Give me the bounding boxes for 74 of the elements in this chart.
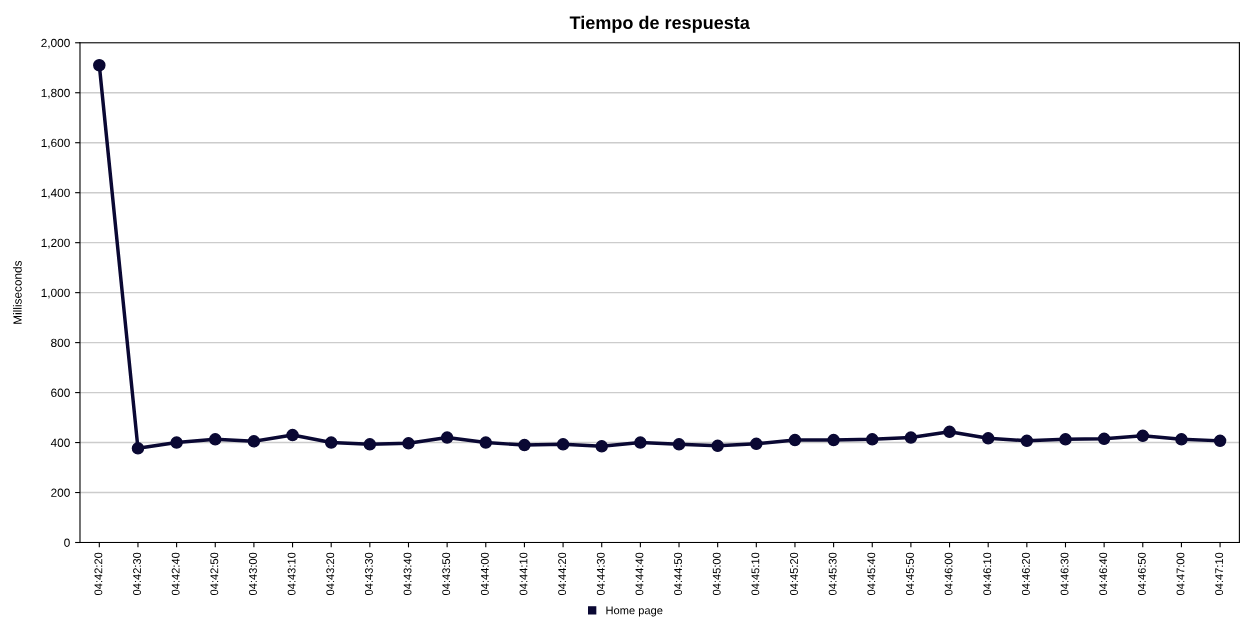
y-tick-label: 0 <box>64 538 70 547</box>
x-tick-label: 04:46:40 <box>1099 552 1108 596</box>
x-tick-label: 04:42:40 <box>171 552 180 596</box>
legend-label: Home page <box>606 606 663 617</box>
point <box>866 433 879 446</box>
x-tick-label: 04:44:10 <box>519 552 528 596</box>
point <box>711 439 724 453</box>
y-tick-label: 1,200 <box>41 238 70 249</box>
x-tick-label: 04:45:30 <box>828 552 837 596</box>
y-axis-title: Milliseconds <box>13 260 22 324</box>
point <box>363 438 377 451</box>
point <box>788 433 802 447</box>
x-tick-label: 04:46:20 <box>1021 552 1030 596</box>
point <box>170 436 183 449</box>
x-tick-label: 04:43:30 <box>364 552 373 596</box>
point <box>672 438 686 451</box>
x-tick-label: 04:43:00 <box>249 552 257 596</box>
x-tick-label: 04:47:10 <box>1215 552 1224 596</box>
x-tick-label: 04:45:00 <box>712 552 721 596</box>
x-tick-label: 04:43:40 <box>403 552 412 596</box>
x-tick-label: 04:44:00 <box>480 552 489 596</box>
x-tick-label: 04:45:20 <box>790 552 798 596</box>
x-tick-label: 04:42:20 <box>94 552 103 596</box>
x-tick-label: 04:44:30 <box>596 552 605 596</box>
y-tick-label: 1,800 <box>41 88 70 99</box>
point <box>247 435 261 448</box>
point <box>634 436 647 449</box>
point <box>324 436 338 449</box>
point <box>595 440 608 453</box>
x-tick-label: 04:45:50 <box>906 552 914 596</box>
point <box>518 438 531 452</box>
point <box>1097 432 1111 446</box>
point <box>479 436 493 449</box>
x-tick-label: 04:43:50 <box>442 552 451 596</box>
x-tick-label: 04:46:00 <box>944 552 953 596</box>
x-tick-label: 04:42:50 <box>210 552 219 596</box>
x-tick-label: 04:43:10 <box>287 552 296 596</box>
x-tick-label: 04:45:10 <box>751 552 760 596</box>
point <box>1020 434 1034 448</box>
point <box>981 432 995 445</box>
point <box>943 425 956 439</box>
y-tick-label: 800 <box>51 338 70 348</box>
y-tick-label: 1,600 <box>41 138 70 149</box>
x-tick-label: 04:47:00 <box>1176 552 1185 596</box>
x-tick-label: 04:46:10 <box>983 552 992 596</box>
point <box>904 431 918 444</box>
y-tick-label: 1,400 <box>41 188 70 199</box>
point <box>93 59 106 72</box>
point <box>402 437 415 450</box>
point <box>286 428 299 442</box>
point <box>1213 434 1227 448</box>
point <box>131 442 145 455</box>
y-tick-label: 2,000 <box>41 38 70 49</box>
point <box>827 433 840 447</box>
x-tick-label: 04:46:30 <box>1060 552 1069 596</box>
chart-title: Tiempo de respuesta <box>569 15 750 33</box>
point <box>1175 433 1188 446</box>
y-tick-label: 400 <box>50 438 70 447</box>
point <box>750 437 763 451</box>
x-tick-label: 04:46:50 <box>1137 552 1146 596</box>
point <box>209 433 222 446</box>
x-tick-label: 04:42:30 <box>133 552 141 596</box>
point <box>1059 433 1072 446</box>
x-tick-label: 04:44:50 <box>674 552 682 596</box>
y-tick-label: 1,000 <box>41 288 70 299</box>
point <box>440 431 454 444</box>
point <box>1136 429 1150 443</box>
x-tick-label: 04:43:20 <box>326 552 335 596</box>
x-tick-label: 04:45:40 <box>867 552 876 596</box>
y-tick-label: 200 <box>51 488 70 497</box>
x-tick-label: 04:44:40 <box>635 552 644 596</box>
point <box>556 438 570 451</box>
y-tick-label: 600 <box>51 388 70 397</box>
x-tick-label: 04:44:20 <box>558 552 567 596</box>
